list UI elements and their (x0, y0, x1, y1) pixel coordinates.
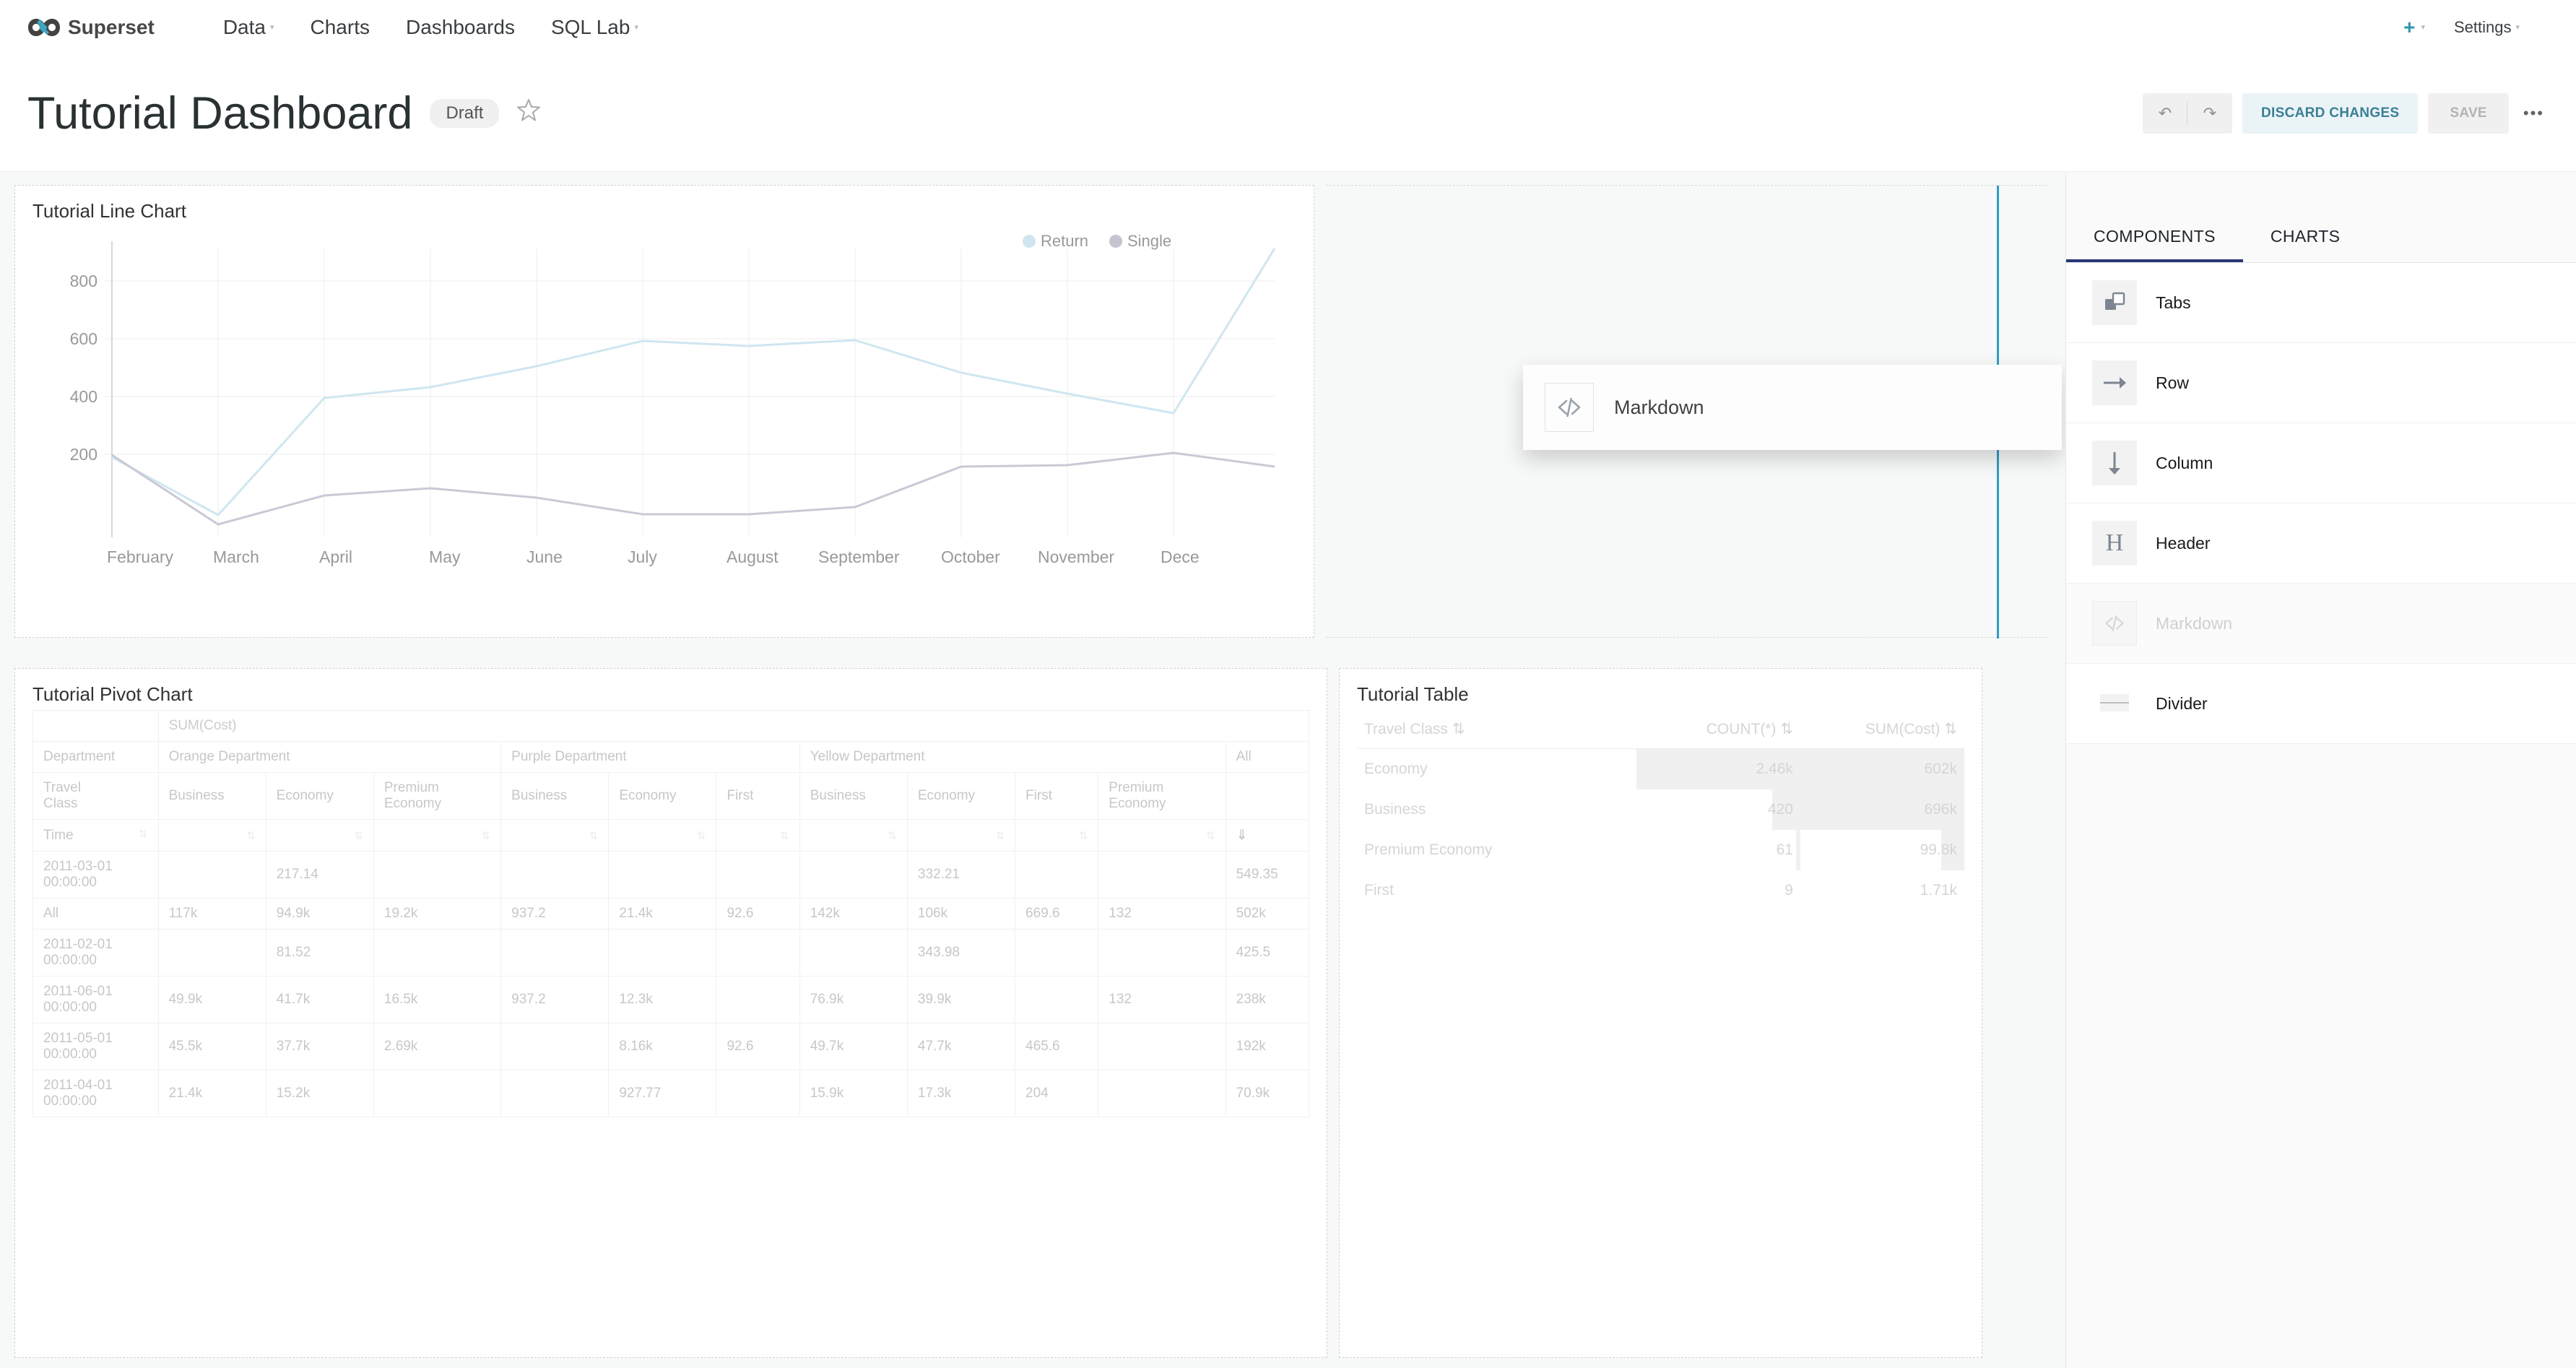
svg-text:Return: Return (1041, 232, 1088, 250)
svg-text:April: April (319, 547, 352, 566)
svg-text:Dece: Dece (1161, 547, 1200, 566)
svg-text:Single: Single (1127, 232, 1171, 250)
svg-text:November: November (1038, 547, 1114, 566)
svg-text:February: February (107, 547, 174, 566)
svg-text:May: May (429, 547, 461, 566)
svg-text:600: 600 (70, 329, 97, 348)
svg-text:September: September (818, 547, 900, 566)
svg-text:October: October (941, 547, 1000, 566)
svg-text:200: 200 (70, 445, 97, 464)
svg-text:March: March (213, 547, 259, 566)
svg-text:July: July (628, 547, 657, 566)
svg-text:800: 800 (70, 272, 97, 290)
svg-text:August: August (727, 547, 779, 566)
svg-text:June: June (526, 547, 563, 566)
svg-text:400: 400 (70, 387, 97, 406)
